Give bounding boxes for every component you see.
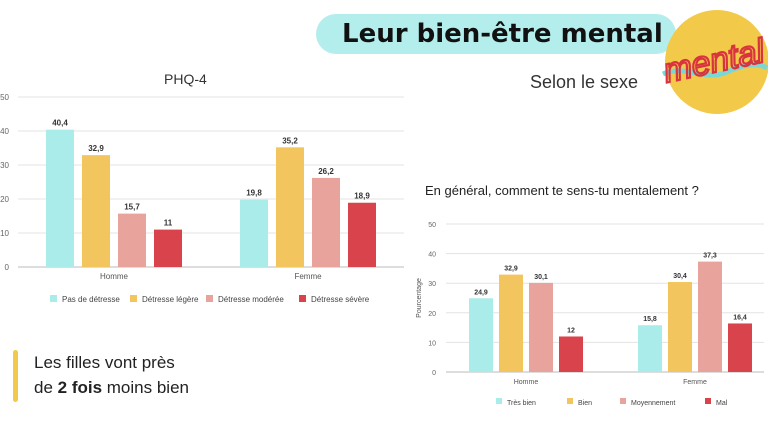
callout-text: Les filles vont près de 2 fois moins bie… [34, 350, 189, 400]
chart1-data-label: 32,9 [88, 144, 104, 153]
chart1-bar [46, 129, 74, 267]
chart2-bar [469, 298, 493, 372]
chart2-ytick-label: 50 [428, 222, 436, 229]
chart2-category-label: Femme [683, 379, 707, 386]
title-pill: Leur bien-être mental [316, 14, 676, 54]
chart2-ylabel: Pourcentage [416, 278, 423, 318]
chart2-bar [529, 282, 553, 372]
chart2-data-label: 37,3 [703, 253, 717, 260]
chart1-bar [348, 202, 376, 267]
chart1-legend-swatch [130, 295, 137, 302]
chart1-data-label: 26,2 [318, 167, 334, 176]
chart2-data-label: 16,4 [733, 314, 747, 321]
chart2-data-label: 30,4 [673, 273, 687, 280]
mentalo-logo: mental [659, 10, 768, 114]
chart1-ytick-label: 40 [0, 127, 9, 136]
chart2-ytick-label: 0 [432, 370, 436, 377]
chart1-legend-swatch [206, 295, 213, 302]
chart2-bar [638, 325, 662, 372]
chart2-title: En général, comment te sens-tu mentaleme… [425, 183, 699, 198]
chart2-svg: 0 10 20 30 40 50 Pourcentage 24,9 32,9 30,1 12 Homm… [416, 222, 764, 407]
chart1-legend-swatch [50, 295, 57, 302]
chart2-legend-swatch [567, 398, 573, 404]
chart2-data-label: 32,9 [504, 266, 518, 273]
chart1-data-label: 18,9 [354, 192, 370, 201]
callout-accent-bar [13, 350, 18, 402]
chart2-bar [698, 261, 722, 372]
page-title: Leur bien-être mental [342, 19, 663, 49]
subtitle: Selon le sexe [530, 72, 639, 92]
chart1-data-label: 35,2 [282, 136, 298, 145]
chart1-bar [118, 213, 146, 267]
chart1-bar [312, 177, 340, 267]
chart1-legend-label: Détresse modérée [218, 295, 284, 304]
chart1-bar [276, 147, 304, 267]
chart2-bar [668, 282, 692, 372]
chart1-ytick-label: 10 [0, 229, 9, 238]
chart1-data-label: 15,7 [124, 203, 140, 212]
chart1-category-label: Homme [100, 272, 129, 281]
chart2-data-label: 15,8 [643, 316, 657, 323]
chart1-bar [82, 155, 110, 267]
chart2-ytick-label: 30 [428, 281, 436, 288]
chart2-ytick-label: 40 [428, 252, 436, 259]
chart1-ytick-label: 30 [0, 161, 9, 170]
chart2-ytick-label: 10 [428, 340, 436, 347]
chart1-ytick-label: 0 [5, 263, 10, 272]
chart1-ytick-label: 20 [0, 195, 9, 204]
chart1-title: PHQ-4 [164, 71, 207, 87]
chart1-ytick-label: 50 [0, 93, 9, 102]
chart1-data-label: 11 [164, 219, 173, 228]
chart2-category-label: Homme [514, 379, 539, 386]
chart2-data-label: 12 [567, 327, 575, 334]
chart1-svg: 0 10 20 30 40 50 40,4 32,9 15,7 11 Homme 19,8 35,2 26… [0, 93, 404, 304]
chart1-data-label: 19,8 [246, 189, 262, 198]
chart2-legend-swatch [496, 398, 502, 404]
chart2-legend-label: Moyennement [631, 400, 675, 407]
chart1-data-label: 40,4 [52, 119, 68, 128]
chart2-bar [559, 336, 583, 372]
callout-line1: Les filles vont près [34, 353, 175, 372]
callout-prefix: de [34, 378, 58, 397]
chart1-legend-label: Pas de détresse [62, 295, 120, 304]
callout-bold: 2 fois [57, 378, 103, 397]
chart2-legend-swatch [620, 398, 626, 404]
callout-suffix: moins bien [102, 378, 189, 397]
chart2-data-label: 30,1 [534, 274, 548, 281]
callout-line2: de 2 fois moins bien [34, 375, 189, 400]
chart2-ytick-label: 20 [428, 311, 436, 318]
chart1-legend-label: Détresse légère [142, 295, 199, 304]
chart1-legend-swatch [299, 295, 306, 302]
chart1-legend-label: Détresse sévère [311, 295, 370, 304]
chart2-bar [728, 323, 752, 372]
chart2-legend-label: Mal [716, 400, 728, 407]
chart1-bar [240, 199, 268, 267]
chart2-bar [499, 274, 523, 372]
chart2-legend-swatch [705, 398, 711, 404]
chart1-bar [154, 229, 182, 267]
chart2-data-label: 24,9 [474, 289, 488, 296]
chart2-legend-label: Très bien [507, 400, 536, 407]
chart1-category-label: Femme [294, 272, 322, 281]
chart2-legend-label: Bien [578, 400, 592, 407]
